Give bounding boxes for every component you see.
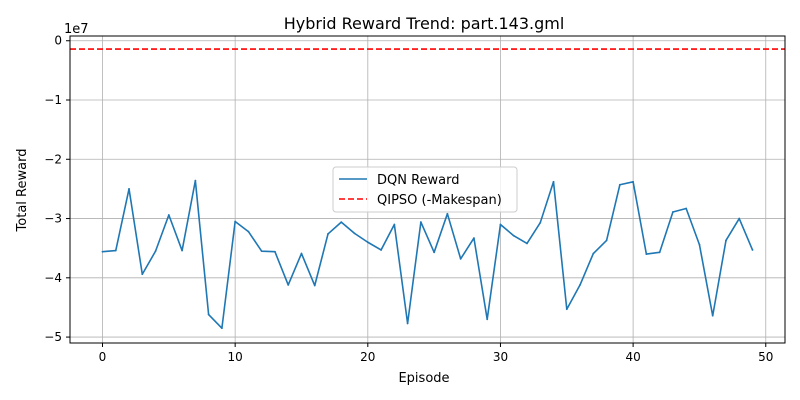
data-point	[260, 250, 263, 253]
x-tick-label: 10	[228, 350, 243, 364]
data-point	[592, 252, 595, 255]
x-tick-label: 40	[625, 350, 640, 364]
y-tick-label: −4	[44, 271, 62, 285]
x-tick-label: 20	[360, 350, 375, 364]
data-point	[433, 251, 436, 254]
data-point	[181, 249, 183, 252]
grid	[70, 36, 785, 343]
data-point	[287, 284, 290, 286]
y-tick-label: −5	[44, 330, 62, 344]
data-point	[340, 221, 343, 223]
x-tick-label: 50	[758, 350, 773, 364]
data-point	[459, 257, 462, 260]
data-point	[406, 322, 409, 325]
legend-label-dqn: DQN Reward	[377, 173, 460, 188]
series-line-dqn	[102, 179, 754, 329]
data-point	[526, 242, 528, 245]
data-point	[141, 273, 144, 276]
x-tick-label: 30	[493, 350, 508, 364]
y-tick-label: −2	[44, 152, 62, 166]
data-point	[672, 211, 674, 213]
data-point	[101, 250, 104, 253]
data-point	[207, 313, 210, 316]
data-point	[300, 252, 303, 255]
data-point	[632, 180, 635, 183]
data-point	[274, 250, 276, 253]
ticks: 0 10 20 30 40 50 0 −1 −2 −3 −4 −5	[44, 34, 773, 364]
data-point	[353, 232, 356, 235]
data-point	[539, 221, 542, 224]
y-tick-label: −3	[44, 212, 62, 226]
data-point	[380, 249, 382, 251]
data-point	[167, 214, 170, 216]
data-point	[128, 188, 130, 190]
y-tick-label: −1	[44, 93, 62, 107]
data-point	[658, 251, 661, 254]
data-point	[565, 308, 568, 311]
series-layer	[70, 48, 785, 330]
data-point	[419, 221, 422, 223]
data-point	[486, 318, 489, 321]
data-point	[393, 223, 396, 226]
data-point	[247, 230, 250, 233]
data-point	[154, 250, 157, 253]
data-point	[579, 284, 581, 286]
x-axis-label: Episode	[398, 371, 449, 386]
data-point	[711, 314, 714, 317]
data-point	[366, 241, 369, 244]
data-point	[194, 179, 197, 182]
data-point	[685, 207, 688, 210]
data-point	[552, 180, 555, 183]
legend: DQN Reward QIPSO (-Makespan)	[332, 166, 518, 213]
data-point	[512, 234, 515, 237]
data-point	[313, 284, 316, 287]
data-point	[751, 249, 754, 251]
data-point	[220, 327, 223, 330]
data-point	[698, 243, 701, 246]
data-point	[605, 239, 608, 242]
data-point	[234, 220, 237, 223]
chart-title: Hybrid Reward Trend: part.143.gml	[284, 14, 565, 33]
y-scale-label: 1e7	[64, 22, 89, 37]
data-point	[473, 237, 475, 239]
data-point	[725, 239, 727, 242]
legend-box	[332, 166, 518, 213]
data-point	[738, 217, 741, 220]
y-tick-label: 0	[54, 34, 62, 48]
x-tick-label: 0	[99, 350, 107, 364]
legend-label-qipso: QIPSO (-Makespan)	[377, 193, 502, 208]
data-point	[446, 212, 449, 215]
data-point	[618, 183, 621, 186]
y-axis-label: Total Reward	[15, 149, 30, 233]
data-point	[114, 249, 117, 252]
data-point	[327, 233, 329, 235]
data-point	[499, 223, 502, 226]
plot-frame	[69, 35, 786, 344]
data-point	[645, 253, 648, 256]
